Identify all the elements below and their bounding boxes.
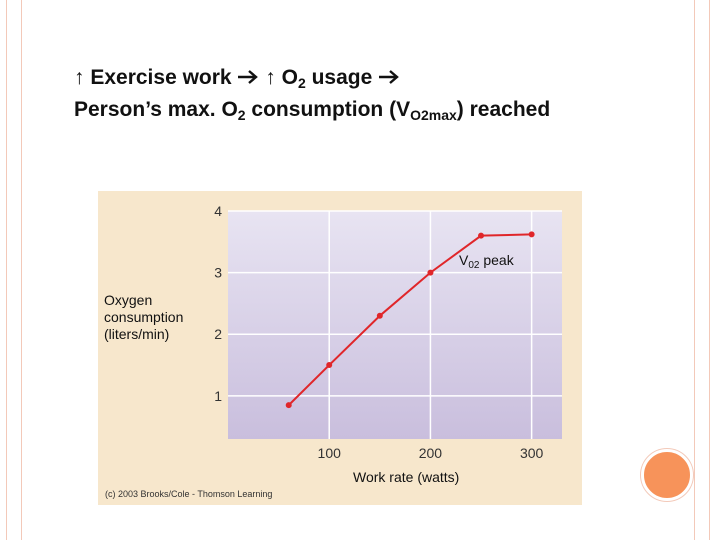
right-frame-decoration	[694, 0, 710, 540]
data-point	[478, 232, 485, 239]
heading-text-o: O	[275, 66, 298, 89]
x-tick-label: 200	[419, 445, 443, 461]
heading-line-2: Person’s max. O2 consumption (VO2max) re…	[74, 94, 550, 126]
y-tick-label: 1	[214, 388, 222, 404]
data-point	[427, 269, 434, 276]
arrow-up-icon: ↑	[259, 66, 276, 89]
y-axis-label-line: (liters/min)	[104, 326, 170, 342]
plot-area	[228, 211, 562, 439]
oxygen-consumption-chart: 100 200 300 1 2 3 4 Oxygen consumption (liters…	[98, 191, 582, 505]
data-point	[528, 231, 535, 238]
heading-line-1: ↑ Exercise work ↑ O2 usage	[74, 62, 550, 94]
data-point	[285, 402, 292, 409]
y-axis-label-line: Oxygen	[104, 292, 153, 308]
left-frame-decoration	[6, 0, 22, 540]
arrow-right-icon	[378, 66, 400, 89]
heading-subscript-o2max: O2max	[410, 107, 457, 123]
x-tick-label: 100	[318, 445, 342, 461]
data-point	[326, 362, 333, 369]
x-tick-label: 300	[520, 445, 544, 461]
series-line	[285, 231, 535, 409]
heading-text-usage: usage	[305, 66, 379, 89]
annotation-text: V	[459, 252, 469, 268]
annotation-text-peak: peak	[479, 252, 514, 268]
heading-text-max-o: Person’s max. O	[74, 98, 238, 121]
heading-subscript-2: 2	[297, 75, 306, 91]
arrow-up-icon: ↑	[74, 66, 85, 89]
series-polyline	[288, 233, 532, 406]
slide-heading: ↑ Exercise work ↑ O2 usage Person’s max.…	[74, 62, 550, 126]
y-axis-label: Oxygen consumption (liters/min)	[104, 292, 183, 343]
gridlines	[228, 210, 562, 439]
y-axis-label-line: consumption	[104, 309, 184, 325]
heading-text-reached: ) reached	[456, 98, 551, 121]
y-tick-label: 2	[214, 326, 222, 342]
y-tick-label: 4	[214, 203, 222, 219]
x-axis-label: Work rate (watts)	[353, 469, 460, 485]
copyright-notice: (c) 2003 Brooks/Cole - Thomson Learning	[105, 489, 273, 499]
annotation-subscript: 02	[468, 260, 480, 271]
heading-text-exercise-work: Exercise work	[84, 66, 238, 89]
chart-svg: 100 200 300 1 2 3 4	[214, 203, 562, 461]
arrow-right-icon	[237, 66, 259, 89]
tick-labels: 100 200 300 1 2 3 4	[214, 203, 543, 461]
y-tick-label: 3	[214, 265, 222, 281]
orange-circle-decoration	[641, 449, 693, 501]
vo2-peak-annotation: V02 peak	[459, 252, 514, 271]
data-point	[376, 312, 383, 319]
heading-subscript-2: 2	[237, 107, 246, 123]
heading-text-consumption: consumption (V	[245, 98, 411, 121]
